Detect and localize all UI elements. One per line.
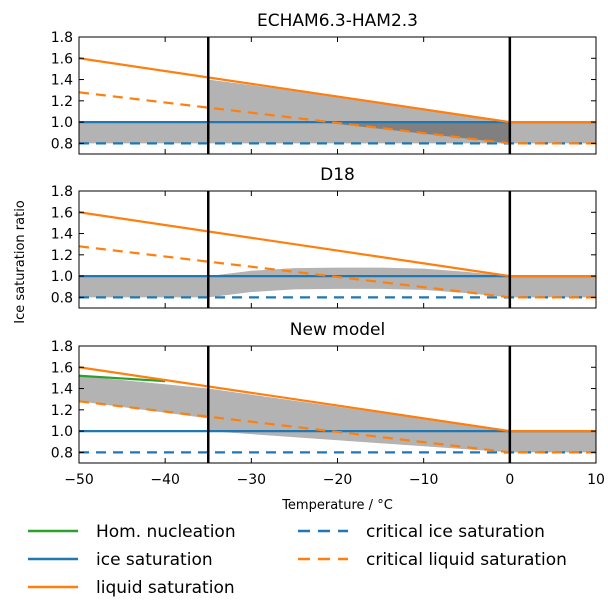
panel-2: 0.8 1.0 1.2 1.4 1.6 1.8 D18 bbox=[51, 165, 597, 309]
shaded-region-3 bbox=[79, 122, 209, 144]
y-tick-label: 0.8 bbox=[51, 290, 73, 306]
shaded-region-3 bbox=[509, 276, 596, 298]
legend-entry-liquid-saturation: liquid saturation bbox=[28, 578, 235, 598]
x-tick-label: −20 bbox=[323, 472, 353, 488]
y-tick-label: 1.0 bbox=[51, 269, 73, 285]
shaded-region-1 bbox=[208, 79, 596, 144]
panel-1: 0.8 1.0 1.2 1.4 1.6 1.8 ECHAM6.3-HAM2.3 bbox=[51, 11, 597, 155]
x-axis-label: Temperature / °C bbox=[281, 498, 393, 513]
x-tick-label: −30 bbox=[237, 472, 267, 488]
y-tick-label: 1.4 bbox=[51, 227, 73, 243]
x-tick-label: 10 bbox=[587, 472, 605, 488]
y-tick-label: 1.2 bbox=[51, 403, 73, 419]
plot-area bbox=[79, 37, 596, 154]
legend-entry-hom-nucleation: Hom. nucleation bbox=[28, 522, 236, 542]
y-axis-label: Ice saturation ratio bbox=[13, 200, 28, 324]
y-tick-label: 1.0 bbox=[51, 115, 73, 131]
y-tick-label: 1.8 bbox=[51, 339, 73, 355]
x-tick-label: −10 bbox=[409, 472, 439, 488]
y-tick-label: 1.2 bbox=[51, 94, 73, 110]
plot-area bbox=[79, 191, 596, 308]
y-tick-label: 1.8 bbox=[51, 184, 73, 200]
shaded-region-1 bbox=[79, 375, 596, 453]
panel-title: D18 bbox=[320, 165, 355, 185]
legend-entry-ice-saturation: ice saturation bbox=[28, 550, 213, 570]
y-tick-label: 1.8 bbox=[51, 30, 73, 46]
series-liquid-saturation bbox=[79, 211, 596, 278]
y-tick-label: 1.6 bbox=[51, 205, 73, 221]
panels: 0.8 1.0 1.2 1.4 1.6 1.8 ECHAM6.3-HAM2.3 0.8 1.0 1… bbox=[51, 11, 605, 513]
panel-3: 0.8 1.0 1.2 1.4 1.6 1.8 −50 −40 −30 −20 −10 0 10 New … bbox=[51, 320, 605, 513]
y-tick-label: 1.4 bbox=[51, 73, 73, 89]
y-tick-label: 1.2 bbox=[51, 248, 73, 264]
panel-title: ECHAM6.3-HAM2.3 bbox=[257, 11, 418, 31]
y-tick-label: 1.6 bbox=[51, 51, 73, 67]
y-tick-label: 1.4 bbox=[51, 382, 73, 398]
y-tick-label: 0.8 bbox=[51, 136, 73, 152]
y-tick-label: 1.6 bbox=[51, 360, 73, 376]
legend-entry-critical-ice-saturation: critical ice saturation bbox=[298, 522, 545, 542]
x-tick-label: −40 bbox=[150, 472, 180, 488]
shaded-region-2 bbox=[208, 267, 510, 298]
x-tick-label: −50 bbox=[64, 472, 94, 488]
x-tick-label: 0 bbox=[505, 472, 514, 488]
legend-entry-critical-liquid-saturation: critical liquid saturation bbox=[298, 550, 567, 570]
legend-label: liquid saturation bbox=[96, 578, 235, 598]
y-tick-label: 1.0 bbox=[51, 424, 73, 440]
series-hom-nucleation bbox=[79, 374, 166, 383]
plot-area bbox=[79, 346, 596, 463]
panel-title: New model bbox=[290, 320, 385, 340]
legend: Hom. nucleation critical ice saturation ic… bbox=[28, 522, 567, 598]
legend-label: Hom. nucleation bbox=[96, 522, 236, 542]
legend-label: critical ice saturation bbox=[366, 522, 545, 542]
shaded-region-1 bbox=[79, 276, 209, 298]
y-tick-label: 0.8 bbox=[51, 445, 73, 461]
legend-label: ice saturation bbox=[96, 550, 213, 570]
legend-label: critical liquid saturation bbox=[366, 550, 567, 570]
